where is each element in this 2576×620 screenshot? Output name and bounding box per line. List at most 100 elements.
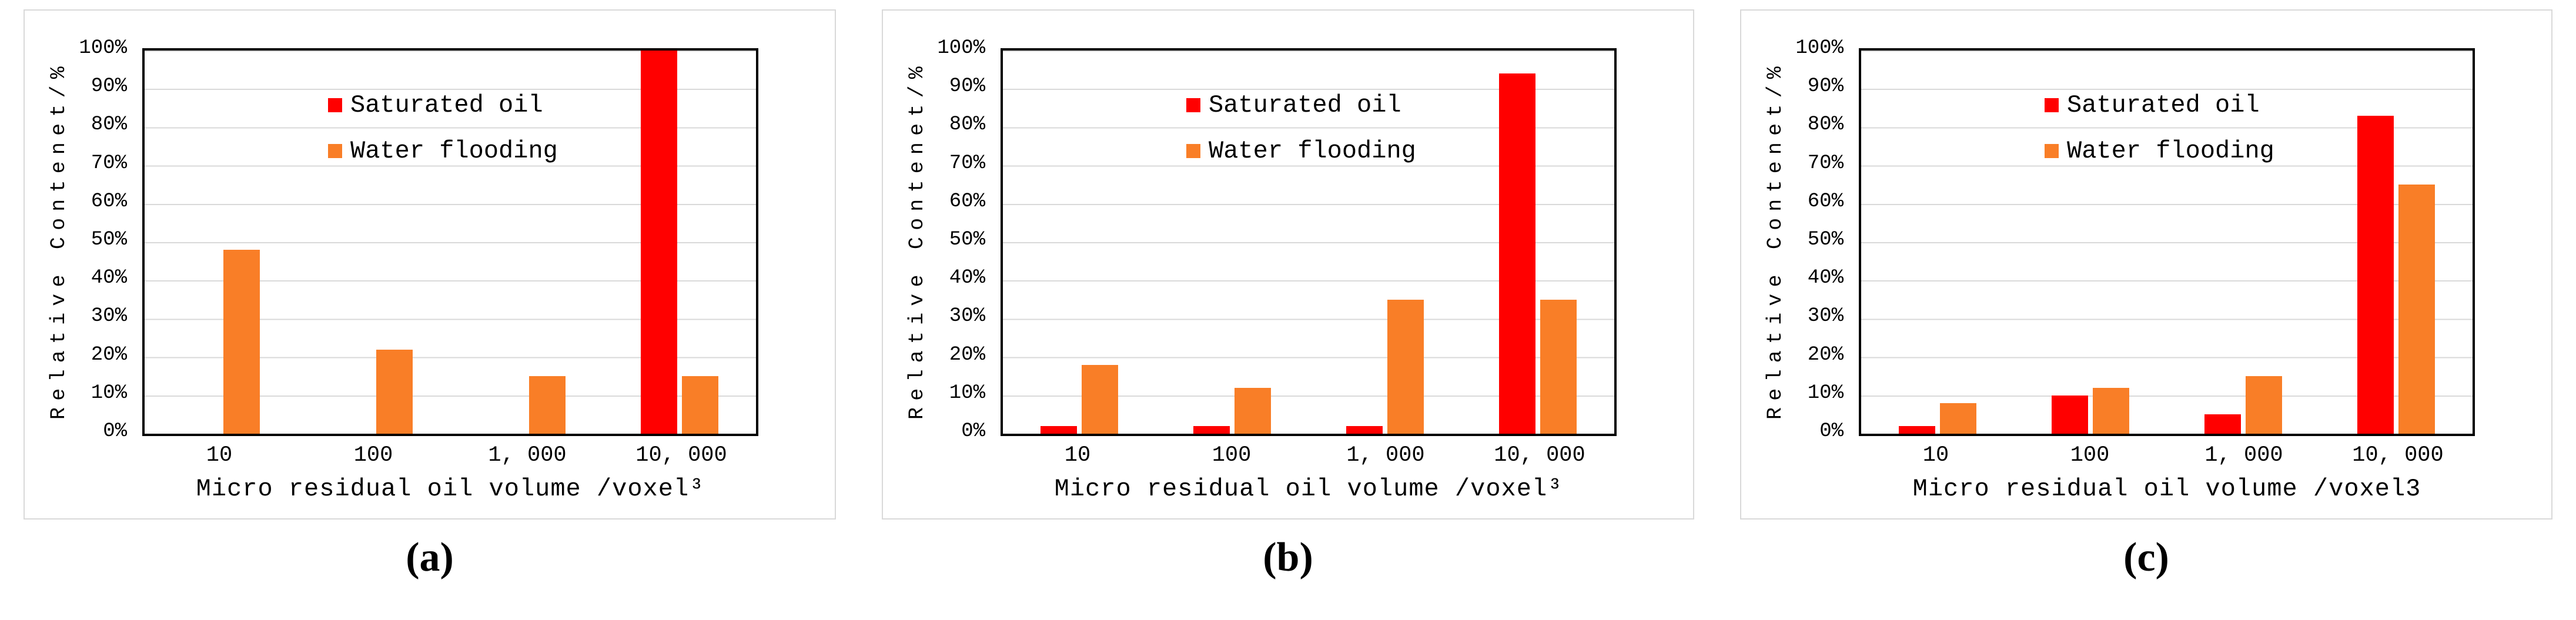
legend-item-water-flooding: Water flooding xyxy=(1186,139,1416,163)
bar-saturated-oil-10-000 xyxy=(641,51,677,434)
y-tick-label: 60% xyxy=(1807,190,1844,213)
y-tick-label: 100% xyxy=(79,37,127,59)
y-tick-label: 70% xyxy=(949,152,985,175)
x-tick-label: 100 xyxy=(353,443,393,468)
plot-area: Saturated oil Water flooding xyxy=(1001,48,1617,436)
plot-area: Saturated oil Water flooding xyxy=(142,48,758,436)
bar-saturated-oil-10-000 xyxy=(1499,73,1535,434)
bar-saturated-oil-10 xyxy=(1041,425,1077,434)
bar-group-100 xyxy=(1156,51,1309,434)
x-axis-ticks: 10 100 1, 000 10, 000 xyxy=(142,443,758,468)
y-tick-label: 80% xyxy=(91,113,127,136)
bar-groups xyxy=(1003,51,1614,434)
y-axis-ticks: 0% 10% 20% 30% 40% 50% 60% 70% 80% 90% 100% xyxy=(25,38,135,441)
y-tick-label: 10% xyxy=(91,381,127,404)
x-tick-label: 10, 000 xyxy=(2352,443,2444,468)
bar-saturated-oil-1-000 xyxy=(2204,414,2241,434)
legend-item-saturated-oil: Saturated oil xyxy=(1186,93,1416,118)
y-tick-label: 40% xyxy=(91,267,127,290)
legend-label: Saturated oil xyxy=(2067,91,2260,119)
bar-group-10-000 xyxy=(603,51,756,434)
y-tick-label: 60% xyxy=(91,190,127,213)
bar-saturated-oil-100 xyxy=(2052,395,2088,434)
x-tick-label: 100 xyxy=(2070,443,2110,468)
bar-water-flooding-10-000 xyxy=(1540,299,1577,434)
x-tick-label: 1, 000 xyxy=(1346,443,1425,468)
bar-water-flooding-1-000 xyxy=(2246,376,2282,434)
plot-area: Saturated oil Water flooding xyxy=(1859,48,2475,436)
bar-water-flooding-100 xyxy=(2093,387,2129,434)
y-tick-label: 70% xyxy=(1807,152,1844,175)
bar-group-1-000 xyxy=(1309,51,1461,434)
y-tick-label: 100% xyxy=(1795,37,1844,59)
x-axis-title: Micro residual oil volume /voxel3 xyxy=(1912,475,2421,503)
y-tick-label: 90% xyxy=(91,75,127,98)
bar-water-flooding-10-000 xyxy=(2398,185,2435,434)
bar-group-10-000 xyxy=(2320,51,2473,434)
legend: Saturated oil Water flooding xyxy=(2045,93,2274,163)
legend-label: Saturated oil xyxy=(350,91,543,119)
bar-group-10 xyxy=(1861,51,2014,434)
legend-swatch-water-flooding-icon xyxy=(328,143,342,158)
x-axis-ticks: 10 100 1, 000 10, 000 xyxy=(1859,443,2475,468)
y-tick-label: 30% xyxy=(91,305,127,328)
y-axis-ticks: 0% 10% 20% 30% 40% 50% 60% 70% 80% 90% 100% xyxy=(1741,38,1852,441)
subfigure-caption-c: (c) xyxy=(2123,535,2169,580)
bar-water-flooding-1-000 xyxy=(529,376,566,434)
y-axis-ticks: 0% 10% 20% 30% 40% 50% 60% 70% 80% 90% 100% xyxy=(883,38,993,441)
bar-saturated-oil-10-000 xyxy=(2357,115,2394,434)
bar-water-flooding-1-000 xyxy=(1387,299,1424,434)
legend-swatch-saturated-oil-icon xyxy=(1186,98,1200,112)
x-tick-label: 100 xyxy=(1212,443,1252,468)
bar-water-flooding-10 xyxy=(223,250,260,434)
bar-group-10 xyxy=(145,51,297,434)
legend-swatch-saturated-oil-icon xyxy=(2045,98,2059,112)
bar-saturated-oil-10 xyxy=(1899,425,1935,434)
subfigure-caption-b: (b) xyxy=(1263,535,1313,580)
y-tick-label: 0% xyxy=(961,420,985,443)
y-tick-label: 50% xyxy=(949,229,985,251)
y-tick-label: 10% xyxy=(949,381,985,404)
bar-group-10 xyxy=(1003,51,1156,434)
legend-label: Water flooding xyxy=(350,136,558,165)
bar-group-10-000 xyxy=(1461,51,1614,434)
bar-water-flooding-10 xyxy=(1082,364,1118,434)
y-tick-label: 50% xyxy=(1807,229,1844,251)
chart-a: Relative Contenet/% 0% 10% 20% 30% 40% 50% 60%… xyxy=(24,9,836,520)
legend: Saturated oil Water flooding xyxy=(1186,93,1416,163)
y-tick-label: 0% xyxy=(1819,420,1844,443)
bar-groups xyxy=(145,51,756,434)
legend-item-saturated-oil: Saturated oil xyxy=(328,93,558,118)
bar-water-flooding-10-000 xyxy=(682,376,718,434)
subfigure-caption-a: (a) xyxy=(406,535,454,580)
y-tick-label: 100% xyxy=(937,37,985,59)
y-tick-label: 20% xyxy=(91,343,127,366)
chart-panel-c: Relative Contenet/% 0% 10% 20% 30% 40% 50% 60%… xyxy=(1740,9,2552,578)
x-tick-label: 10 xyxy=(1064,443,1091,468)
legend-swatch-water-flooding-icon xyxy=(1186,143,1200,158)
bar-group-1-000 xyxy=(450,51,603,434)
chart-panel-b: Relative Contenet/% 0% 10% 20% 30% 40% 50% 60%… xyxy=(882,9,1694,578)
legend-item-saturated-oil: Saturated oil xyxy=(2045,93,2274,118)
y-tick-label: 80% xyxy=(949,113,985,136)
legend: Saturated oil Water flooding xyxy=(328,93,558,163)
legend-item-water-flooding: Water flooding xyxy=(328,139,558,163)
y-tick-label: 10% xyxy=(1807,381,1844,404)
y-tick-label: 70% xyxy=(91,152,127,175)
y-tick-label: 20% xyxy=(949,343,985,366)
x-tick-label: 10 xyxy=(206,443,233,468)
legend-item-water-flooding: Water flooding xyxy=(2045,139,2274,163)
bar-saturated-oil-100 xyxy=(1193,425,1230,434)
legend-label: Water flooding xyxy=(1209,136,1416,165)
y-tick-label: 30% xyxy=(1807,305,1844,328)
x-tick-label: 1, 000 xyxy=(488,443,567,468)
bar-groups xyxy=(1861,51,2473,434)
x-axis-title: Micro residual oil volume /voxel³ xyxy=(196,475,705,503)
y-tick-label: 80% xyxy=(1807,113,1844,136)
bar-saturated-oil-1-000 xyxy=(1346,425,1383,434)
y-tick-label: 20% xyxy=(1807,343,1844,366)
chart-c: Relative Contenet/% 0% 10% 20% 30% 40% 50% 60%… xyxy=(1740,9,2552,520)
x-axis-ticks: 10 100 1, 000 10, 000 xyxy=(1001,443,1617,468)
y-tick-label: 90% xyxy=(949,75,985,98)
bar-water-flooding-100 xyxy=(376,349,413,434)
